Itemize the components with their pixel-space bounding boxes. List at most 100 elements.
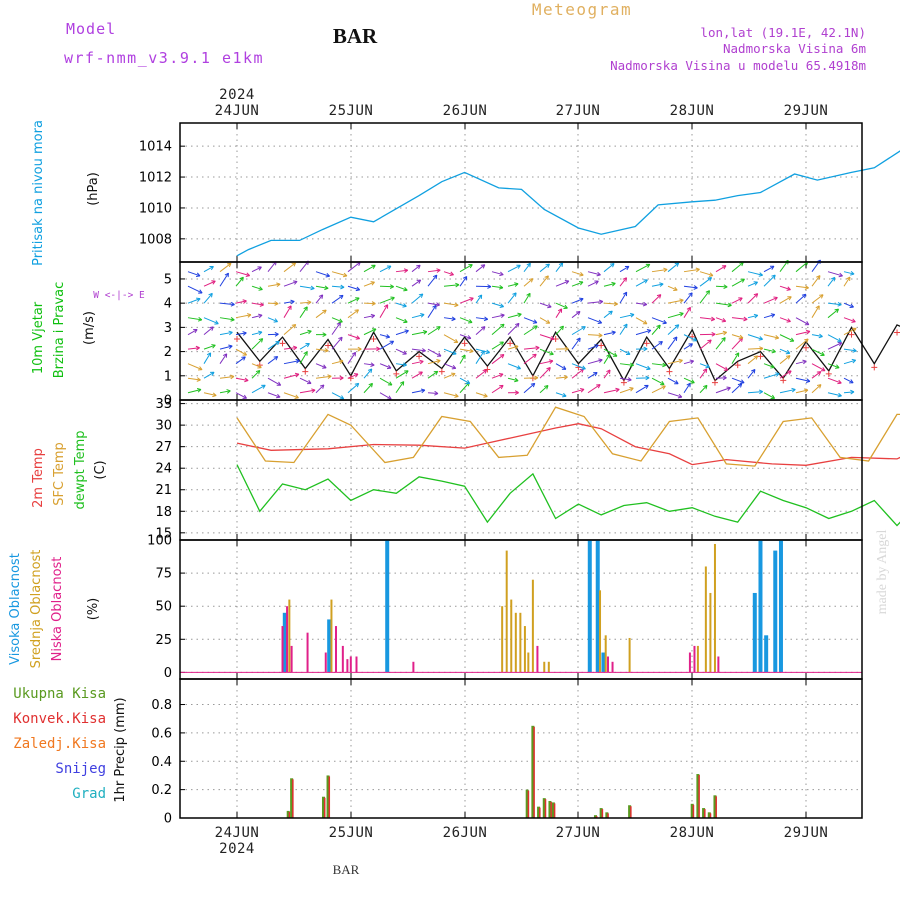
top-day-labels: 24JUN 25JUN 26JUN 27JUN 28JUN 29JUN — [215, 103, 828, 119]
wind-arrow — [539, 348, 554, 355]
wind-arrow — [795, 317, 810, 326]
wind-arrow — [507, 363, 521, 370]
wind-arrow-head — [208, 292, 213, 298]
wind-arrow — [315, 375, 332, 379]
wind-arrow-head — [598, 332, 603, 338]
wind-arrow-head — [534, 375, 539, 381]
cloud-bar — [510, 599, 513, 673]
wind-arrow — [187, 388, 202, 394]
wind-arrow — [747, 369, 756, 379]
wind-arrow — [347, 309, 359, 319]
wind-arrow-head — [662, 319, 667, 325]
precip-bar-convective — [288, 811, 291, 818]
cloud-bar — [385, 540, 390, 673]
wind-arrow-head — [436, 326, 441, 331]
wind-arrow — [699, 339, 712, 350]
wind-arrow — [491, 373, 504, 379]
wind-arrow-head — [787, 370, 792, 375]
wind-arrow — [779, 285, 791, 291]
precip-bar-convective — [595, 816, 598, 818]
wind-arrow-head — [370, 362, 375, 368]
precip-bar-total — [286, 810, 290, 818]
wind-point-marker — [370, 335, 377, 342]
wind-arrow — [475, 369, 487, 379]
wind-arrow-head — [803, 388, 809, 393]
wind-arrow-head — [482, 369, 488, 374]
wind-arrow-head — [721, 337, 726, 342]
wind-arrow — [219, 302, 235, 306]
wind-arrow-head — [545, 263, 550, 268]
wind-arrow — [427, 274, 438, 287]
precip-bar-total — [326, 775, 330, 818]
wind-arrow-head — [624, 265, 630, 271]
wind-arrow — [811, 294, 824, 304]
wind-arrow — [235, 271, 250, 277]
wind-arrow — [443, 317, 456, 320]
wind-arrow — [283, 373, 300, 379]
wind-arrow-head — [711, 331, 716, 337]
wind-arrow — [491, 384, 504, 394]
precip-bar-convective — [704, 809, 706, 818]
wind-arrow-head — [830, 276, 836, 282]
wind-arrow — [539, 385, 549, 394]
wind-arrow — [715, 377, 727, 379]
wind-arrow — [523, 353, 537, 365]
wind-arrow — [811, 275, 821, 287]
wind-arrow-head — [211, 344, 216, 349]
precip-bar-total — [628, 805, 632, 818]
wind-arrow-head — [228, 344, 233, 350]
wind-arrow-head — [546, 367, 551, 372]
wind-point-marker — [598, 342, 605, 349]
wind-arrow-head — [339, 359, 344, 364]
wind-arrow — [571, 368, 584, 379]
wind-arrow — [315, 271, 330, 277]
wind-arrow — [715, 337, 726, 350]
wind-arrow-head — [727, 302, 732, 308]
wind-arrow — [395, 370, 409, 379]
wind-arrow — [603, 348, 618, 357]
wind-arrow — [363, 281, 375, 287]
wind-arrow-head — [851, 358, 857, 364]
precip-bar-convective — [323, 797, 326, 818]
precip-bar-convective — [533, 726, 535, 818]
wind-arrow — [187, 317, 202, 321]
wind-arrow-head — [386, 265, 392, 270]
cloud-bar — [281, 626, 284, 673]
wind-arrow — [731, 377, 745, 384]
cloud-bar — [335, 626, 338, 673]
wind-arrow — [315, 384, 325, 394]
wind-arrow — [747, 334, 763, 340]
wind-arrow — [379, 285, 394, 288]
wind-arrow-head — [646, 328, 652, 334]
wind-arrow — [571, 388, 585, 394]
wind-arrow — [219, 272, 229, 287]
wind-arrow-head — [368, 382, 373, 388]
wind-arrow-head — [419, 359, 424, 365]
wind-arrow — [187, 271, 201, 277]
wind-arrow-head — [774, 335, 780, 340]
wind-arrow — [843, 327, 857, 336]
wind-arrow — [347, 382, 360, 394]
wind-arrow — [203, 344, 216, 350]
wind-arrow — [667, 285, 678, 291]
wind-arrow-head — [318, 294, 324, 299]
cloud-ylabel-high: Visoka Oblacnost — [8, 553, 23, 665]
y-tick-label: 1012 — [139, 171, 172, 186]
wind-arrow-head — [758, 336, 763, 341]
precip-ylabel: 1hr Precip (mm) Ukupna Kisa Konvek.Kisa … — [13, 686, 128, 803]
wind-arrow — [843, 276, 851, 287]
wind-ylabel-line1: 10m Vjetar — [31, 301, 46, 374]
wind-arrow — [443, 373, 456, 379]
wind-arrow — [827, 363, 840, 369]
wind-arrow — [827, 334, 842, 343]
wind-arrow-head — [579, 271, 584, 277]
cloud-bar — [306, 632, 309, 673]
wind-arrow-head — [257, 330, 263, 336]
wind-arrow — [651, 324, 661, 335]
wind-arrow-head — [435, 302, 440, 307]
wind-arrow — [251, 331, 263, 336]
wind-arrow — [203, 293, 213, 304]
wind-arrow-head — [451, 316, 456, 322]
wind-arrow — [235, 276, 244, 287]
wind-arrow — [763, 348, 776, 353]
